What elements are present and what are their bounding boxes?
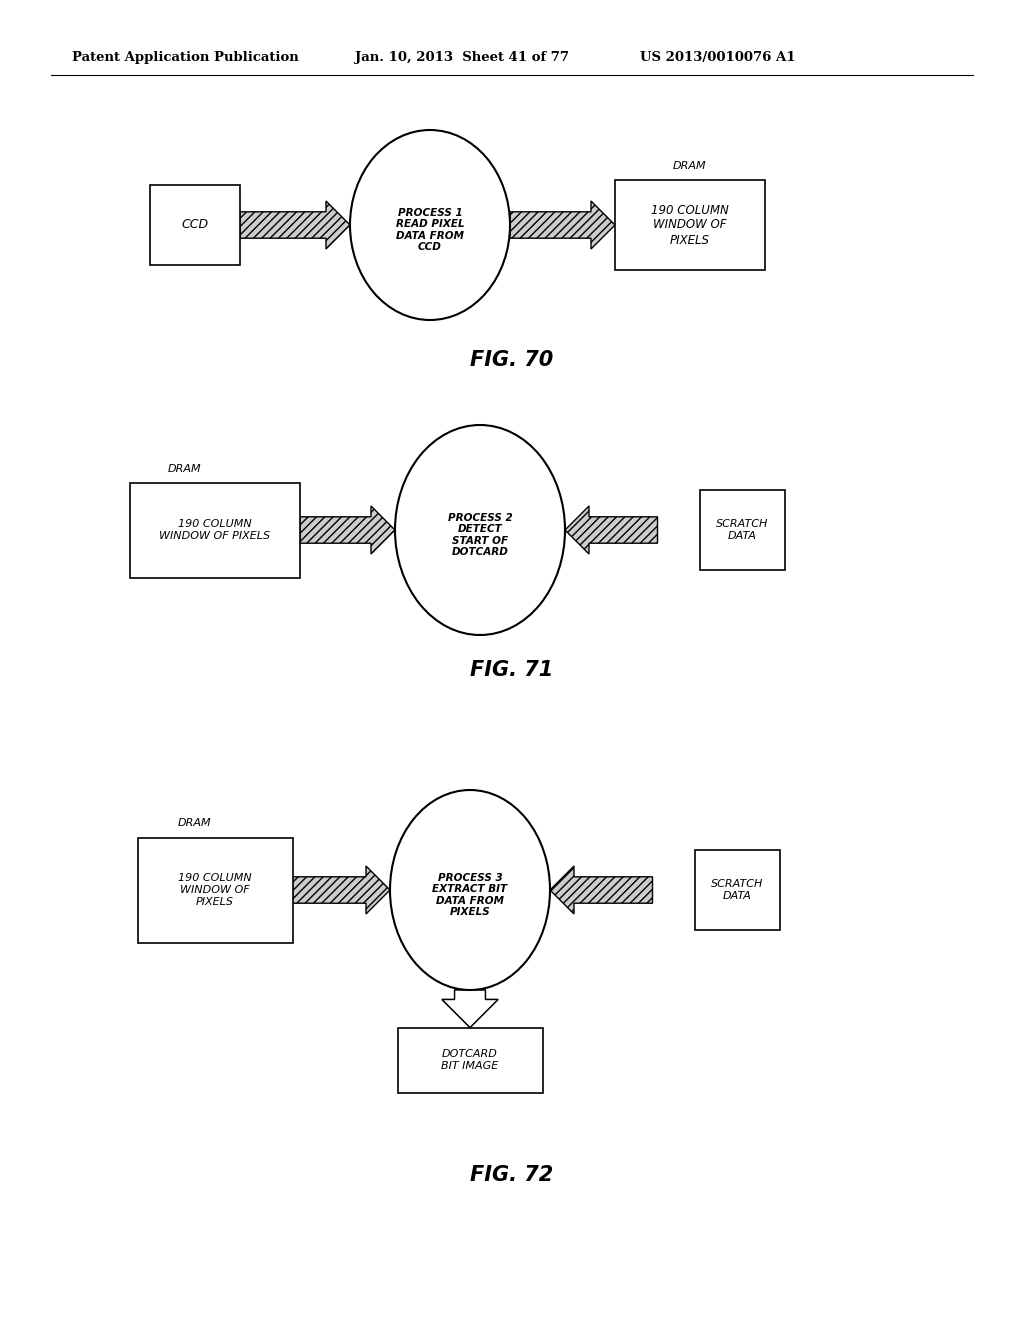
Text: 190 COLUMN
WINDOW OF
PIXELS: 190 COLUMN WINDOW OF PIXELS	[178, 874, 252, 907]
Text: DRAM: DRAM	[178, 818, 212, 829]
Polygon shape	[240, 201, 350, 249]
Polygon shape	[293, 866, 390, 913]
Text: Jan. 10, 2013  Sheet 41 of 77: Jan. 10, 2013 Sheet 41 of 77	[355, 51, 569, 65]
Polygon shape	[442, 990, 498, 1027]
FancyBboxPatch shape	[137, 837, 293, 942]
Text: DRAM: DRAM	[673, 161, 707, 172]
Ellipse shape	[390, 789, 550, 990]
FancyBboxPatch shape	[130, 483, 300, 578]
Polygon shape	[300, 506, 395, 554]
FancyBboxPatch shape	[397, 1027, 543, 1093]
FancyBboxPatch shape	[615, 180, 765, 271]
Text: FIG. 72: FIG. 72	[470, 1166, 554, 1185]
Text: CCD: CCD	[181, 219, 209, 231]
Text: SCRATCH
DATA: SCRATCH DATA	[712, 879, 764, 900]
Text: Patent Application Publication: Patent Application Publication	[72, 51, 299, 65]
Text: 190 COLUMN
WINDOW OF PIXELS: 190 COLUMN WINDOW OF PIXELS	[160, 519, 270, 541]
Text: DRAM: DRAM	[168, 463, 202, 474]
Text: FIG. 70: FIG. 70	[470, 350, 554, 370]
Polygon shape	[442, 990, 498, 1027]
FancyBboxPatch shape	[695, 850, 780, 931]
Polygon shape	[550, 866, 652, 913]
Text: FIG. 71: FIG. 71	[470, 660, 554, 680]
Text: DOTCARD
BIT IMAGE: DOTCARD BIT IMAGE	[441, 1049, 499, 1071]
Text: PROCESS 2
DETECT
START OF
DOTCARD: PROCESS 2 DETECT START OF DOTCARD	[447, 512, 512, 557]
Text: SCRATCH
DATA: SCRATCH DATA	[717, 519, 769, 541]
Polygon shape	[510, 201, 615, 249]
Text: US 2013/0010076 A1: US 2013/0010076 A1	[640, 51, 796, 65]
FancyBboxPatch shape	[700, 490, 785, 570]
Ellipse shape	[395, 425, 565, 635]
FancyBboxPatch shape	[150, 185, 240, 265]
Polygon shape	[565, 506, 657, 554]
Text: PROCESS 1
READ PIXEL
DATA FROM
CCD: PROCESS 1 READ PIXEL DATA FROM CCD	[395, 207, 464, 252]
Text: PROCESS 3
EXTRACT BIT
DATA FROM
PIXELS: PROCESS 3 EXTRACT BIT DATA FROM PIXELS	[432, 873, 508, 917]
Ellipse shape	[350, 129, 510, 319]
Text: 190 COLUMN
WINDOW OF
PIXELS: 190 COLUMN WINDOW OF PIXELS	[651, 203, 729, 247]
